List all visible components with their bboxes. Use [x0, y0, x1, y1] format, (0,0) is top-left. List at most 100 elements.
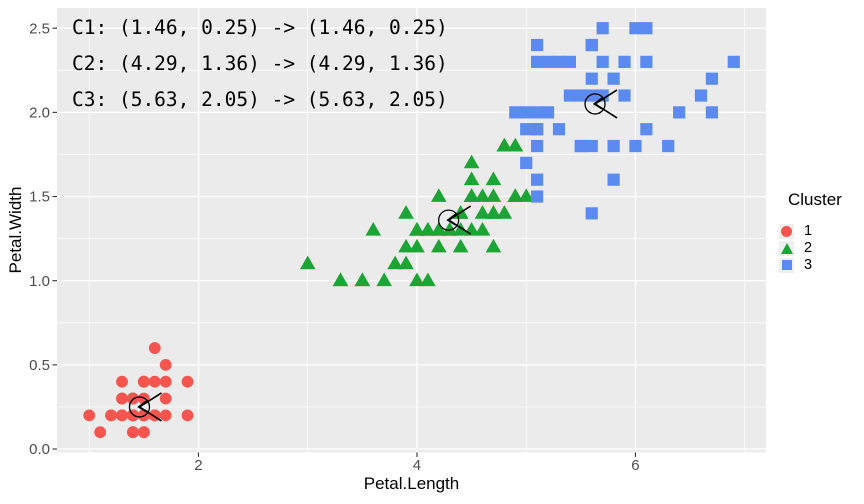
- data-point-cluster3: [705, 72, 719, 85]
- circle-icon: [781, 225, 792, 237]
- data-point-cluster3: [618, 89, 631, 102]
- data-point-cluster2: [463, 188, 480, 202]
- data-point-cluster3: [596, 55, 609, 68]
- data-point-cluster3: [574, 139, 587, 153]
- data-point-cluster3: [509, 106, 522, 119]
- data-point-cluster2: [474, 205, 491, 219]
- data-point-cluster3: [585, 72, 598, 85]
- center-marker-arrowhead: [592, 97, 603, 110]
- data-point-cluster2: [332, 272, 349, 287]
- data-point-cluster3: [640, 55, 653, 68]
- data-point-cluster3: [541, 55, 555, 68]
- data-point-cluster3: [694, 89, 708, 102]
- data-point-cluster3: [520, 123, 533, 136]
- x-tick-label: 4: [413, 457, 421, 474]
- center-marker-ray: [594, 89, 618, 105]
- data-point-cluster2: [431, 238, 447, 253]
- data-point-cluster2: [485, 238, 502, 253]
- center-marker-ray: [448, 205, 472, 221]
- data-point-cluster2: [431, 222, 447, 236]
- x-axis-title: Petal.Length: [363, 474, 460, 493]
- data-point-cluster2: [420, 272, 436, 287]
- data-point-cluster1: [94, 426, 107, 439]
- data-point-cluster1: [181, 375, 194, 388]
- data-point-cluster2: [474, 222, 491, 236]
- data-point-cluster2: [354, 272, 371, 287]
- data-point-cluster3: [705, 106, 719, 119]
- data-point-cluster3: [629, 22, 642, 35]
- data-point-cluster2: [496, 205, 513, 219]
- center-marker-circle: [584, 93, 606, 115]
- data-point-cluster3: [585, 89, 598, 102]
- data-point-cluster2: [496, 137, 513, 152]
- legend-item-3: 3: [779, 257, 842, 273]
- data-point-cluster1: [116, 375, 128, 388]
- center-annotation-line: C3: (5.63, 2.05) -> (5.63, 2.05): [72, 88, 448, 111]
- data-point-cluster2: [507, 137, 524, 152]
- data-point-cluster1: [159, 392, 172, 405]
- plot-background: [57, 8, 766, 453]
- y-tick-label: 2.0: [29, 105, 50, 122]
- data-point-cluster3: [640, 123, 653, 136]
- data-point-cluster3: [531, 123, 544, 136]
- legend-key-circle-icon: [779, 223, 794, 239]
- data-point-cluster2: [518, 188, 535, 202]
- legend-item-1: 1: [779, 223, 842, 239]
- data-point-cluster1: [181, 409, 194, 422]
- data-point-cluster3: [596, 22, 609, 35]
- data-point-cluster3: [552, 123, 566, 136]
- data-point-cluster2: [376, 272, 392, 287]
- data-point-cluster3: [531, 139, 544, 153]
- data-point-cluster2: [387, 255, 403, 270]
- y-tick-label: 1.0: [29, 273, 50, 290]
- data-point-cluster3: [585, 207, 598, 220]
- data-point-cluster3: [662, 139, 675, 153]
- data-point-cluster1: [159, 375, 172, 388]
- data-point-cluster2: [485, 171, 502, 186]
- data-point-cluster2: [299, 255, 316, 270]
- data-point-cluster2: [441, 222, 458, 236]
- data-point-cluster1: [148, 375, 161, 388]
- legend-item-label: 1: [804, 223, 813, 239]
- triangle-icon: [780, 242, 793, 254]
- center-annotation-line: C1: (1.46, 0.25) -> (1.46, 0.25): [72, 16, 448, 39]
- data-point-cluster1: [137, 375, 150, 388]
- data-point-cluster2: [485, 205, 502, 219]
- data-point-cluster2: [409, 222, 425, 236]
- data-point-cluster2: [398, 238, 414, 253]
- legend-key-triangle-icon: [779, 240, 794, 256]
- data-point-cluster2: [474, 188, 491, 202]
- data-point-cluster3: [563, 55, 577, 68]
- data-point-cluster2: [507, 188, 524, 202]
- data-point-cluster3: [531, 173, 544, 186]
- data-point-cluster1: [127, 426, 139, 439]
- data-point-cluster3: [563, 89, 577, 102]
- data-point-cluster2: [398, 205, 414, 219]
- data-point-cluster1: [127, 392, 139, 405]
- data-point-cluster2: [431, 188, 447, 202]
- data-point-cluster1: [148, 342, 161, 354]
- center-annotations: C1: (1.46, 0.25) -> (1.46, 0.25) C2: (4.2…: [72, 10, 448, 118]
- legend-item-2: 2: [779, 240, 842, 256]
- y-tick-label: 2.5: [29, 20, 50, 37]
- data-point-cluster3: [585, 139, 598, 153]
- center-marker-ray: [139, 392, 162, 408]
- data-point-cluster3: [574, 89, 587, 102]
- x-tick-label: 6: [631, 457, 639, 474]
- data-point-cluster2: [420, 222, 436, 236]
- legend-key-square-icon: [779, 257, 794, 273]
- y-tick-label: 0.5: [29, 357, 50, 374]
- data-point-cluster2: [398, 255, 414, 270]
- data-point-cluster3: [596, 89, 609, 102]
- data-point-cluster3: [607, 139, 620, 153]
- data-point-cluster1: [116, 409, 128, 422]
- data-point-cluster2: [365, 222, 382, 236]
- data-point-cluster3: [552, 55, 566, 68]
- y-tick-label: 1.5: [29, 189, 50, 206]
- center-marker-circle: [128, 396, 151, 418]
- data-point-cluster3: [607, 72, 620, 85]
